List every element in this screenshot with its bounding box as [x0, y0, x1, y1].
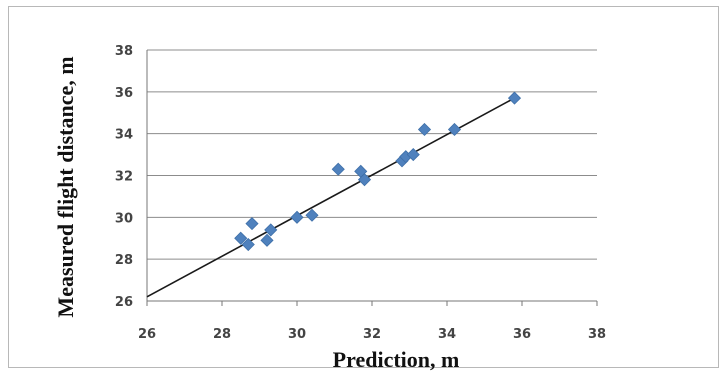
data-point-15	[447, 122, 462, 137]
data-point-6	[290, 210, 304, 224]
x-tick-32: 32	[363, 327, 381, 342]
data-point-4	[260, 233, 274, 247]
y-tick-32: 32	[115, 170, 133, 185]
data-point-2	[241, 237, 255, 252]
trendline-group	[146, 95, 519, 298]
data-point-5	[264, 223, 278, 237]
data-point-10	[357, 173, 372, 187]
x-tick-30: 30	[288, 327, 306, 342]
x-tick-28: 28	[213, 327, 231, 342]
x-axis-title: Prediction, m	[333, 347, 460, 372]
y-tick-30: 30	[115, 211, 133, 226]
x-tick-26: 26	[138, 327, 156, 342]
y-tick-36: 36	[115, 86, 133, 101]
data-point-14	[417, 122, 432, 137]
data-point-16	[507, 91, 522, 105]
grid-lines	[147, 49, 597, 260]
y-tick-38: 38	[115, 44, 133, 59]
x-tick-labels: 26 28 30 32 34 36 38	[138, 327, 606, 342]
x-tick-38: 38	[588, 327, 606, 342]
y-axis-title: Measured flight distance, m	[53, 56, 78, 317]
data-point-3	[245, 217, 259, 231]
data-point-7	[305, 208, 319, 222]
data-points	[234, 91, 522, 252]
y-tick-28: 28	[115, 253, 133, 268]
y-tick-34: 34	[115, 128, 133, 143]
trendline	[146, 95, 519, 298]
data-point-13	[406, 148, 420, 162]
data-point-1	[234, 231, 248, 245]
axes	[146, 50, 598, 306]
chart-frame	[8, 6, 719, 368]
data-point-8	[331, 162, 345, 176]
x-tick-36: 36	[513, 327, 531, 342]
x-tick-34: 34	[438, 327, 456, 342]
y-tick-26: 26	[115, 295, 133, 310]
y-tick-labels: 26 28 30 32 34 36 38	[115, 44, 133, 310]
